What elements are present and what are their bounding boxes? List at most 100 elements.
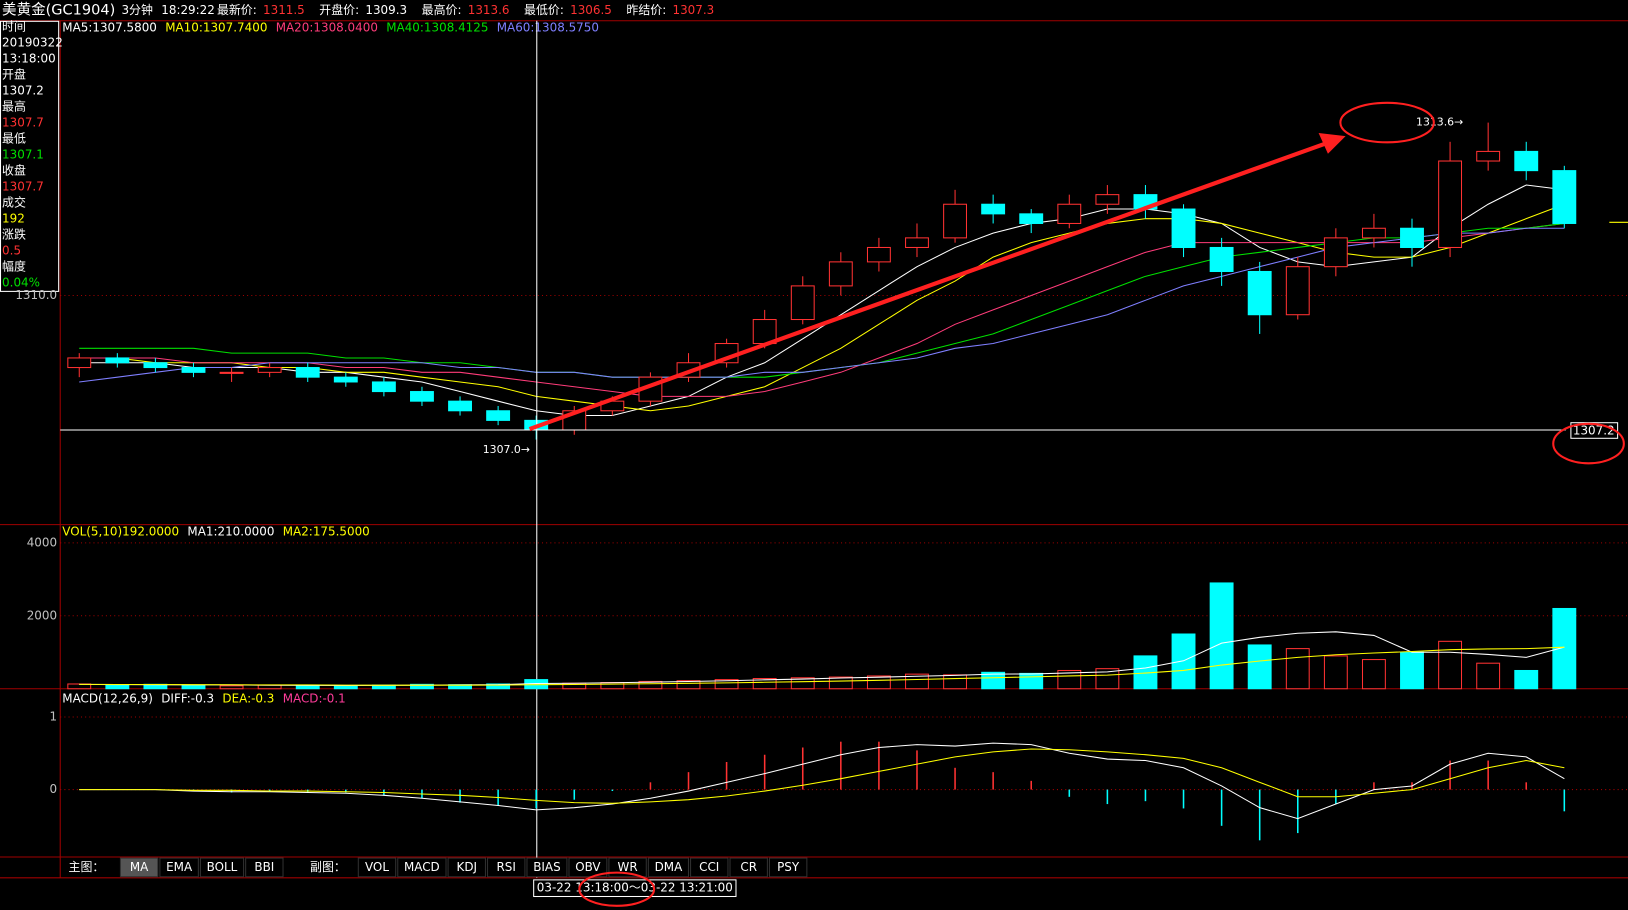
info-item: 收盘 (2, 162, 26, 177)
volume-bar (676, 680, 701, 690)
indicator-line (79, 184, 1565, 417)
tab-button[interactable]: BOLL (199, 857, 245, 878)
tab-bg (526, 857, 568, 878)
candle-body (905, 237, 929, 248)
candle-body (1019, 213, 1044, 224)
info-item: 涨跌 (2, 226, 26, 241)
legend-entry: MA40:1308.4125 (386, 21, 488, 35)
quote-label: 最低价: (524, 3, 564, 17)
volume-bar (1552, 607, 1577, 690)
tab-bg (647, 857, 690, 878)
tab-button[interactable]: CR (729, 857, 768, 878)
quote-label: 开盘价: (319, 2, 359, 17)
candle-body (1552, 170, 1577, 224)
volume-bar (752, 678, 777, 690)
volume-bar (1514, 669, 1539, 690)
tab-bg (768, 857, 808, 878)
volume-bar (600, 682, 625, 690)
quote-title: 美黄金(GC1904) (2, 1, 115, 18)
legend-entry: DEA:-0.3 (222, 692, 274, 706)
volume-bar (1019, 672, 1044, 690)
y-tick-label: 2000 (27, 608, 57, 622)
candle-body (790, 285, 815, 321)
volume-bar (981, 671, 1006, 690)
volume-bar (1057, 669, 1082, 690)
high-label: 1313.6→ (1416, 116, 1463, 129)
candle-body (67, 357, 92, 369)
info-box (0, 20, 60, 292)
candle-body (1057, 203, 1082, 224)
legend-entry: MA20:1308.0400 (276, 21, 378, 35)
info-item: 1307.7 (2, 179, 44, 193)
quote-label: 昨结价: (626, 3, 666, 17)
tab-button[interactable]: BBI (245, 857, 284, 878)
tab-bg (447, 857, 486, 878)
candle-body (1514, 150, 1539, 172)
tab-bg (119, 857, 159, 878)
trend-arrow-head (1318, 132, 1346, 154)
legend-entry: MACD(12,26,9) (62, 692, 153, 706)
tab-button[interactable]: DMA (647, 857, 690, 878)
candle-body (448, 400, 472, 412)
tab-button[interactable]: EMA (159, 857, 199, 878)
tab-group-label: 主图： (69, 860, 105, 874)
volume-bar (105, 684, 130, 690)
clock: 18:29:22 (161, 3, 215, 17)
info-item: 0.5 (2, 243, 21, 257)
tab-label: PSY (777, 860, 800, 874)
quote-value: 1311.5 (263, 3, 305, 17)
tab-bg (199, 857, 245, 878)
legend-entry: MA2:175.5000 (283, 524, 370, 538)
info-item: 开盘 (2, 67, 26, 82)
legend-entry: MA1:210.0000 (187, 524, 274, 538)
volume-bar (295, 685, 320, 690)
tab-label: DMA (655, 860, 683, 874)
tab-label: EMA (166, 860, 193, 874)
indicator-line (79, 646, 1565, 686)
indicator-line (79, 742, 1565, 820)
tab-button[interactable]: RSI (487, 857, 526, 878)
tab-bg (487, 857, 526, 878)
candle-body (1247, 270, 1272, 316)
tab-bg (729, 857, 768, 878)
volume-bar (1400, 651, 1424, 690)
candle-body (1209, 246, 1234, 273)
info-item: 20190322 (2, 36, 63, 50)
candle-body (1095, 194, 1120, 205)
quote-value: 1306.5 (570, 3, 612, 17)
candle-body (943, 203, 968, 239)
tab-button[interactable]: PSY (768, 857, 808, 878)
crosshair-price: 1307.2 (1573, 424, 1615, 438)
y-tick-label: 1 (49, 710, 57, 724)
info-item: 1307.7 (2, 115, 44, 129)
tab-button[interactable]: MA (119, 857, 159, 878)
tab-button[interactable]: CCI (690, 857, 729, 878)
tab-button[interactable]: OBV (568, 857, 608, 878)
candle-body (105, 357, 130, 364)
info-item: 13:18:00 (2, 52, 56, 66)
tab-label: VOL (365, 860, 389, 874)
volume-bar (828, 676, 853, 690)
indicator-line (79, 203, 1565, 412)
volume-bar (866, 675, 891, 690)
trend-arrow (528, 140, 1330, 431)
tab-button[interactable]: MACD (397, 857, 447, 878)
info-item: 幅度 (2, 258, 26, 273)
tab-label: BIAS (533, 860, 560, 874)
candle-body (486, 410, 511, 421)
tab-button[interactable]: KDJ (447, 857, 486, 878)
candle-body (371, 381, 396, 393)
y-tick-label: 4000 (27, 535, 57, 549)
legend-entry: MA5:1307.5800 (62, 21, 157, 35)
info-item: 0.04% (2, 275, 40, 289)
tab-button[interactable]: VOL (357, 857, 397, 878)
highlight-circle (1339, 101, 1435, 144)
tab-label: MA (130, 860, 149, 874)
candle-body (1285, 266, 1310, 316)
tab-button[interactable]: BIAS (526, 857, 568, 878)
low-label: 1307.0→ (483, 443, 530, 456)
volume-bar (1323, 655, 1348, 690)
tab-bg (245, 857, 284, 878)
info-item: 最高 (2, 98, 26, 113)
volume-bar (1247, 644, 1272, 690)
